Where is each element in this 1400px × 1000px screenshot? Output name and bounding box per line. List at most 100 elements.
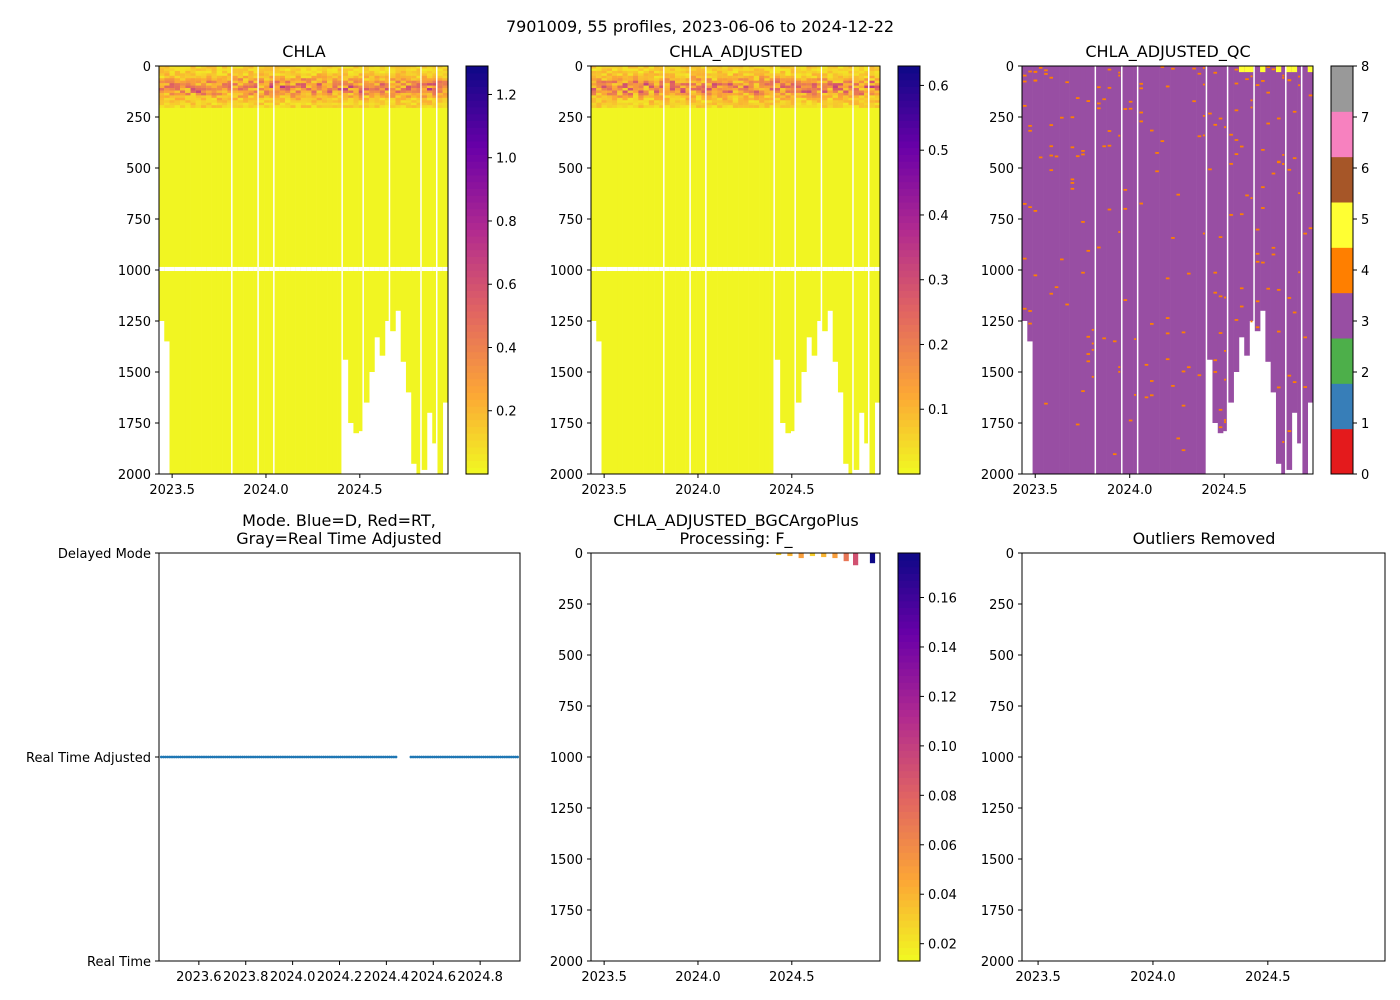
mode-marker: [330, 755, 334, 759]
chla-profile-cell: [201, 90, 207, 94]
chla-profile-cell: [379, 92, 386, 96]
chla-colorbar-segment: [466, 242, 488, 251]
chla-profile-cell: [442, 100, 449, 104]
chla_adj-profile-cell: [827, 83, 834, 86]
chla_adj-profile-cell: [706, 83, 713, 86]
chla_adj-profile-cell: [801, 100, 807, 104]
chla_adj-profile-cell: [606, 66, 613, 69]
chla-gap-band: [337, 266, 342, 272]
chla_adj-profile-cell: [874, 88, 881, 91]
chla_adj-gap-band: [591, 266, 597, 272]
chla-profile-cell: [363, 102, 370, 106]
chla_adj-profile-cell: [753, 100, 760, 104]
chla-profile-cell: [169, 85, 176, 89]
chla-profile-cell: [421, 95, 428, 99]
chla_adj-profile-cell: [659, 102, 664, 106]
chla_adj-profile-cell: [701, 102, 706, 106]
mode-marker: [332, 755, 336, 759]
bgc-profile-bar: [869, 553, 876, 564]
chla-profile-cell: [269, 90, 274, 94]
chla-profile-cell: [258, 68, 265, 72]
chla_adj-profile-cell: [785, 73, 791, 77]
qc-flag-mark: [1192, 100, 1196, 103]
qc-flag-mark: [1171, 67, 1175, 70]
qc-flag-mark: [1245, 194, 1249, 197]
chla_adj-profile-cell: [790, 92, 795, 96]
mode-marker: [424, 755, 428, 759]
chla_adj-profile-cell: [869, 66, 876, 69]
chla_adj-profile-cell: [806, 92, 812, 96]
chla-profile-cell: [164, 75, 170, 79]
chla_adj-profile-cell: [743, 92, 749, 96]
chla_adj-profile-cell: [617, 68, 623, 72]
chla_adj-profile-cell: [606, 105, 613, 108]
mode-marker: [296, 755, 300, 759]
chla_adj-profile-cell: [774, 70, 781, 74]
chla-profile-cell: [216, 102, 223, 106]
chla-profile-cell: [258, 66, 265, 69]
qc-flag-mark: [1239, 305, 1244, 308]
chla_adj-profile-cell: [769, 75, 774, 79]
bgc-colorbar-segment: [898, 933, 920, 942]
chla-profile-cell: [159, 66, 165, 69]
chla-profile-cell: [216, 105, 223, 108]
chla_adj-profile-cell: [680, 83, 686, 86]
chla_adj-profile-cell: [633, 102, 639, 106]
chla_adj-profile-cell: [717, 105, 723, 108]
chla_adj-profile-cell: [643, 90, 650, 94]
chla_adj-profile-cell: [874, 70, 881, 74]
chla_adj-profile-cell: [591, 83, 597, 86]
mode-marker: [206, 755, 210, 759]
chla_adj-profile-cell: [811, 92, 818, 96]
mode-marker: [298, 755, 302, 759]
chla-profile-cell: [264, 102, 270, 106]
qc-profile-column: [1022, 66, 1028, 321]
chla-profile-cell: [353, 95, 359, 99]
chla_adj-profile-cell: [864, 92, 868, 96]
chla-profile-cell: [332, 70, 338, 74]
chla_adj-profile-cell: [816, 92, 821, 96]
chla_adj-profile-cell: [717, 102, 723, 106]
chla_adj-profile-cell: [664, 66, 671, 69]
chla_adj-profile-column: [785, 66, 791, 434]
qc-flag-mark: [1112, 453, 1117, 456]
chla_adj-profile-cell: [769, 88, 774, 91]
chla_adj-profile-cell: [738, 83, 744, 86]
chla-profile-cell: [432, 85, 436, 89]
chla_adj-profile-cell: [764, 78, 770, 81]
chla_adj-profile-cell: [759, 100, 765, 104]
chla_adj-profile-cell: [837, 92, 844, 96]
chla-profile-cell: [216, 80, 223, 84]
chla_adj-profile-cell: [827, 70, 834, 74]
qc-profile-column: [1069, 66, 1076, 474]
chla-profile-cell: [337, 70, 342, 74]
chla_adj-gap-band: [874, 266, 881, 272]
chla_adj-profile-cell: [785, 83, 791, 86]
qc-flag-mark: [1245, 78, 1249, 81]
qc-flag-mark: [1255, 228, 1260, 231]
chla-profile-cell: [248, 100, 254, 104]
bgcargoplus-panel: CHLA_ADJUSTED_BGCArgoPlus Processing: F_…: [550, 511, 957, 985]
chla-profile-cell: [232, 92, 239, 96]
chla_adj-profile-cell: [848, 73, 853, 77]
chla-profile-cell: [348, 100, 354, 104]
chla_adj-profile-cell: [617, 88, 623, 91]
chla-profile-cell: [216, 90, 223, 94]
chla_adj-profile-cell: [748, 85, 755, 89]
chla-profile-cell: [185, 70, 191, 74]
chla-profile-cell: [411, 105, 417, 108]
chla_adj-profile-cell: [822, 66, 828, 69]
chla_adj-profile-cell: [690, 95, 697, 99]
chla_adj-profile-cell: [706, 92, 713, 96]
outliers-y-tick-label: 1750: [981, 904, 1014, 919]
chla_adj-profile-cell: [769, 92, 774, 96]
chla_adj-profile-cell: [843, 80, 849, 84]
qc-flag-mark: [1250, 99, 1253, 102]
chla-profile-cell: [369, 70, 375, 74]
chla_adj-profile-cell: [706, 85, 713, 89]
chla-profile-cell: [211, 90, 218, 94]
chla-colorbar-segment: [466, 72, 488, 81]
chla-profile-cell: [279, 75, 286, 79]
chla_adj-profile-cell: [606, 78, 613, 81]
chla-profile-cell: [174, 85, 181, 89]
